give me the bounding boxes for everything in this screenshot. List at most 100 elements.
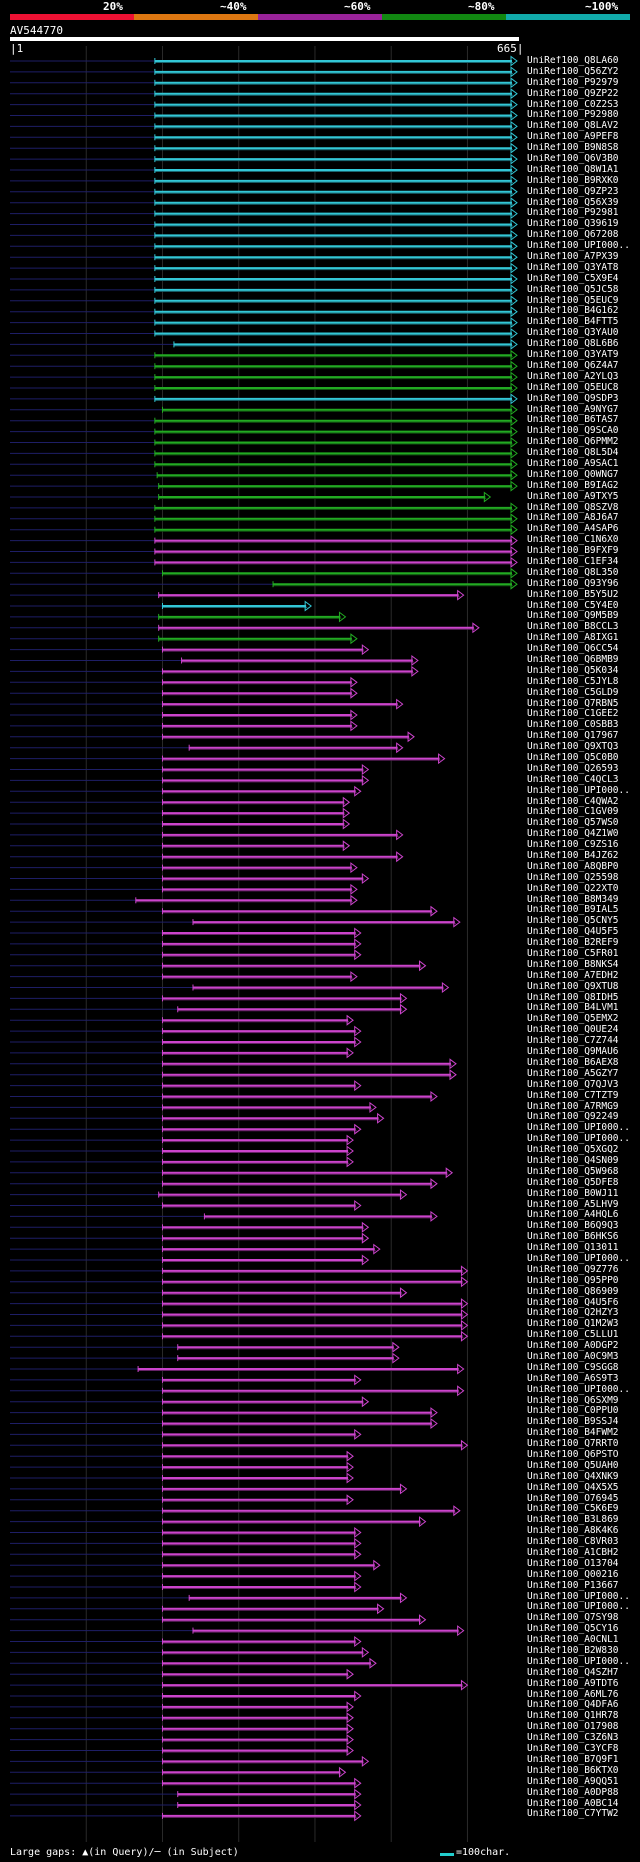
hit-alignment[interactable] [10,1298,469,1310]
hit-alignment[interactable] [10,862,358,874]
hit-label[interactable]: UniRef100_Q9XTQ3 [527,742,619,753]
hit-label[interactable]: UniRef100_B9RXK0 [527,175,619,186]
hit-alignment[interactable] [10,1679,469,1691]
hit-alignment[interactable] [10,1570,362,1582]
hit-label[interactable]: UniRef100_B4FTT5 [527,317,619,328]
hit-label[interactable]: UniRef100_Q8L5D4 [527,448,619,459]
hit-alignment[interactable] [10,1712,354,1724]
hit-alignment[interactable] [10,1014,354,1026]
hit-alignment[interactable] [10,1450,354,1462]
hit-alignment[interactable] [10,698,404,710]
hit-alignment[interactable] [10,1755,370,1767]
hit-label[interactable]: UniRef100_Q5C0B0 [527,753,619,763]
hit-alignment[interactable] [10,1636,362,1647]
hit-label[interactable]: UniRef100_A8K4K6 [527,1526,619,1537]
hit-alignment[interactable] [10,1189,408,1201]
hit-label[interactable]: UniRef100_B4LVM1 [527,1003,619,1014]
hit-alignment[interactable] [10,1069,457,1081]
hit-label[interactable]: UniRef100_Q9SDP3 [527,393,619,404]
hit-label[interactable]: UniRef100_UPI000.. [527,785,630,796]
hit-alignment[interactable] [10,1439,469,1451]
hit-alignment[interactable] [10,66,518,78]
hit-label[interactable]: UniRef100_Q4U5F5 [527,927,619,938]
hit-label[interactable]: UniRef100_B4FWM2 [527,1428,619,1439]
hit-label[interactable]: UniRef100_Q8L350 [527,567,619,578]
hit-label[interactable]: UniRef100_Q00216 [527,1569,619,1580]
hit-label[interactable]: UniRef100_A5GZY7 [527,1068,619,1079]
hit-alignment[interactable] [10,1265,469,1277]
hit-label[interactable]: UniRef100_Q6CC54 [527,644,619,655]
hit-label[interactable]: UniRef100_C0Z2S3 [527,99,619,110]
hit-label[interactable]: UniRef100_O13704 [527,1558,619,1569]
hit-label[interactable]: UniRef100_A4HQL6 [527,1210,619,1221]
hit-alignment[interactable] [10,971,358,983]
hit-alignment[interactable] [10,992,408,1004]
hit-label[interactable]: UniRef100_B2REF9 [527,938,619,949]
hit-alignment[interactable] [10,197,518,209]
hit-alignment[interactable] [10,240,518,252]
hit-alignment[interactable] [10,1003,408,1015]
hit-label[interactable]: UniRef100_O17908 [527,1722,619,1733]
hit-label[interactable]: UniRef100_UPI000.. [527,1253,630,1264]
hit-alignment[interactable] [10,1745,354,1756]
hit-label[interactable]: UniRef100_UPI000.. [527,1134,630,1145]
hit-alignment[interactable] [10,1799,362,1811]
hit-alignment[interactable] [10,110,518,121]
hit-alignment[interactable] [10,676,358,688]
hit-alignment[interactable] [10,306,518,318]
hit-label[interactable]: UniRef100_Q5DFE8 [527,1177,619,1188]
hit-alignment[interactable] [10,1777,362,1789]
hit-label[interactable]: UniRef100_A9NYG7 [527,404,619,415]
hit-label[interactable]: UniRef100_Q5CY16 [527,1624,619,1635]
hit-label[interactable]: UniRef100_Q6Z4A7 [527,360,619,371]
hit-alignment[interactable] [10,1646,370,1658]
hit-label[interactable]: UniRef100_Q8LAV2 [527,121,619,132]
hit-label[interactable]: UniRef100_Q5EUC8 [527,382,619,393]
hit-label[interactable]: UniRef100_Q2HZY3 [527,1308,619,1319]
hit-label[interactable]: UniRef100_C5FR01 [527,949,619,960]
hit-label[interactable]: UniRef100_Q7RRT0 [527,1439,619,1450]
hit-label[interactable]: UniRef100_C1GEE2 [527,709,619,720]
hit-alignment[interactable] [10,415,518,427]
hit-label[interactable]: UniRef100_Q4SN09 [527,1155,619,1166]
hit-alignment[interactable] [10,404,518,416]
hit-label[interactable]: UniRef100_Q5K034 [527,665,619,676]
hit-alignment[interactable] [10,426,518,438]
hit-alignment[interactable] [10,208,518,220]
hit-alignment[interactable] [10,1363,465,1375]
hit-label[interactable]: UniRef100_B9SSJ4 [527,1417,619,1428]
hit-label[interactable]: UniRef100_A8J6A7 [527,513,619,524]
hit-alignment[interactable] [10,1330,469,1342]
hit-alignment[interactable] [10,469,518,481]
hit-alignment[interactable] [10,437,518,448]
hit-alignment[interactable] [10,1494,354,1506]
hit-label[interactable]: UniRef100_B9IAL5 [527,905,619,916]
hit-alignment[interactable] [10,1690,362,1702]
hit-alignment[interactable] [10,960,427,972]
hit-label[interactable]: UniRef100_C1GV09 [527,807,619,818]
hit-alignment[interactable] [10,927,362,939]
hit-label[interactable]: UniRef100_A1CBH2 [527,1548,619,1559]
hit-alignment[interactable] [10,1723,354,1735]
hit-label[interactable]: UniRef100_A0DGP2 [527,1341,619,1352]
hit-alignment[interactable] [10,1352,400,1364]
hit-label[interactable]: UniRef100_UPI000.. [527,1656,630,1667]
hit-alignment[interactable] [10,229,518,241]
hit-alignment[interactable] [10,458,518,470]
hit-alignment[interactable] [10,665,419,677]
hit-label[interactable]: UniRef100_Q6V3B0 [527,154,619,165]
hit-label[interactable]: UniRef100_Q57WS0 [527,818,619,829]
hit-label[interactable]: UniRef100_Q26593 [527,763,619,774]
hit-label[interactable]: UniRef100_C5Y4E0 [527,600,619,611]
hit-label[interactable]: UniRef100_Q9XTU8 [527,981,619,992]
hit-alignment[interactable] [10,251,518,263]
hit-label[interactable]: UniRef100_Q6BMB9 [527,654,619,665]
hit-label[interactable]: UniRef100_Q17967 [527,731,619,742]
hit-label[interactable]: UniRef100_B4G162 [527,306,619,317]
hit-alignment[interactable] [10,655,419,666]
hit-alignment[interactable] [10,1385,465,1397]
hit-alignment[interactable] [10,1123,362,1135]
hit-label[interactable]: UniRef100_Q7SY98 [527,1613,619,1624]
hit-label[interactable]: UniRef100_C1N6X0 [527,535,619,546]
hit-label[interactable]: UniRef100_Q9M5B9 [527,611,619,622]
